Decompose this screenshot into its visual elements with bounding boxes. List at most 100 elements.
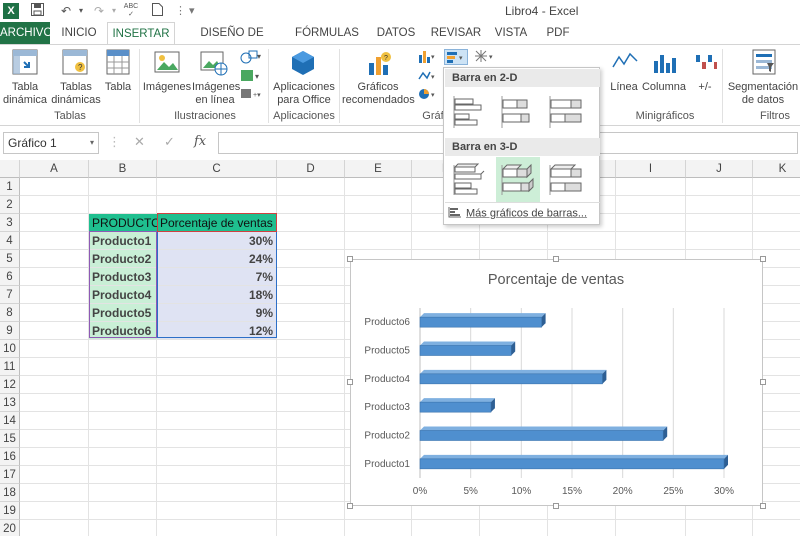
tab-datos[interactable]: DATOS	[376, 27, 416, 39]
percentage-cell[interactable]: 24%	[157, 250, 276, 268]
product-name-cell[interactable]: Producto2	[89, 250, 157, 268]
row-header-4[interactable]: 4	[0, 232, 20, 250]
tab-vista[interactable]: VISTA	[494, 27, 528, 39]
row-header-18[interactable]: 18	[0, 484, 20, 502]
row-header-6[interactable]: 6	[0, 268, 20, 286]
column-header-i[interactable]: I	[616, 160, 686, 178]
row-header-16[interactable]: 16	[0, 448, 20, 466]
table-icon[interactable]	[106, 49, 130, 80]
resize-handle[interactable]	[760, 503, 766, 509]
online-images-icon[interactable]	[200, 49, 228, 80]
pivot-table-button[interactable]: Tabla dinámica	[2, 81, 48, 106]
slicer-icon[interactable]	[752, 49, 778, 80]
row-header-3[interactable]: 3	[0, 214, 20, 232]
product-name-cell[interactable]: Producto3	[89, 268, 157, 286]
resize-handle[interactable]	[347, 379, 353, 385]
percentage-cell[interactable]: 18%	[157, 286, 276, 304]
column-header-b[interactable]: B	[89, 160, 157, 178]
resize-handle[interactable]	[553, 503, 559, 509]
sparkline-line-icon[interactable]	[612, 49, 638, 78]
spellcheck-icon[interactable]: ABC ✓	[123, 3, 139, 18]
screenshot-icon[interactable]: +▾	[240, 87, 262, 104]
column-header-k[interactable]: K	[753, 160, 800, 178]
column-header-j[interactable]: J	[686, 160, 753, 178]
name-box[interactable]: Gráfico 1 ▾	[3, 132, 99, 154]
row-header-11[interactable]: 11	[0, 358, 20, 376]
stacked-bar-3d-option[interactable]	[496, 157, 540, 203]
column-chart-icon[interactable]: ▾	[418, 49, 438, 66]
new-file-icon[interactable]	[148, 3, 166, 19]
clustered-bar-3d-option[interactable]	[448, 157, 492, 203]
tab-archivo[interactable]: ARCHIVO	[0, 22, 52, 44]
percentage-cell[interactable]: 12%	[157, 322, 276, 340]
sparkline-winloss-button[interactable]: +/-	[698, 81, 712, 93]
row-header-20[interactable]: 20	[0, 520, 20, 536]
resize-handle[interactable]	[347, 256, 353, 262]
redo-dropdown-icon[interactable]: ▾	[111, 6, 116, 15]
clustered-bar-2d-option[interactable]	[448, 90, 492, 136]
row-header-10[interactable]: 10	[0, 340, 20, 358]
column-header-d[interactable]: D	[277, 160, 345, 178]
slicer-button[interactable]: Segmentación de datos	[727, 81, 799, 106]
tab-diseno-pagina[interactable]: DISEÑO DE PÁGINA	[200, 27, 264, 61]
chart-bar[interactable]	[419, 398, 495, 413]
pie-chart-icon[interactable]: ▾	[418, 87, 438, 104]
chart-bar[interactable]	[419, 426, 668, 441]
resize-handle[interactable]	[553, 256, 559, 262]
sparkline-column-button[interactable]: Columna	[641, 81, 687, 93]
sparkline-winloss-icon[interactable]	[694, 49, 718, 78]
product-name-cell[interactable]: Producto1	[89, 232, 157, 250]
row-header-15[interactable]: 15	[0, 430, 20, 448]
office-apps-button[interactable]: Aplicaciones para Office	[273, 81, 335, 106]
row-header-19[interactable]: 19	[0, 502, 20, 520]
row-header-17[interactable]: 17	[0, 466, 20, 484]
stacked-100-bar-2d-option[interactable]	[544, 90, 588, 136]
cancel-icon[interactable]: ✕	[134, 134, 145, 149]
percentage-cell[interactable]: 7%	[157, 268, 276, 286]
product-name-cell[interactable]: Producto4	[89, 286, 157, 304]
row-header-12[interactable]: 12	[0, 376, 20, 394]
row-header-1[interactable]: 1	[0, 178, 20, 196]
product-name-cell[interactable]: Producto5	[89, 304, 157, 322]
office-apps-icon[interactable]	[290, 49, 316, 80]
column-header-c[interactable]: C	[157, 160, 277, 178]
row-header-14[interactable]: 14	[0, 412, 20, 430]
bar-chart[interactable]: Porcentaje de ventas Producto1 Producto2 P…	[350, 259, 763, 506]
column-header-a[interactable]: A	[20, 160, 89, 178]
row-header-8[interactable]: 8	[0, 304, 20, 322]
chart-bar[interactable]	[419, 454, 728, 470]
more-bar-charts-link[interactable]: Más gráficos de barras...	[448, 206, 587, 221]
insert-function-icon[interactable]: fx	[194, 134, 207, 149]
save-icon[interactable]	[28, 3, 46, 19]
line-chart-icon[interactable]: ▾	[418, 69, 438, 86]
sparkline-column-icon[interactable]	[652, 49, 678, 78]
undo-dropdown-icon[interactable]: ▾	[78, 6, 83, 15]
online-images-button[interactable]: Imágenes en línea	[192, 81, 241, 106]
tab-formulas[interactable]: FÓRMULAS	[295, 27, 359, 39]
header-cell-product[interactable]: PRODUCTO	[89, 214, 157, 232]
stacked-100-bar-3d-option[interactable]	[544, 157, 588, 203]
stacked-bar-2d-option[interactable]	[496, 90, 540, 136]
column-header-e[interactable]: E	[345, 160, 412, 178]
product-name-cell[interactable]: Producto6	[89, 322, 157, 340]
row-header-5[interactable]: 5	[0, 250, 20, 268]
redo-icon[interactable]: ↷	[93, 4, 105, 18]
resize-handle[interactable]	[760, 256, 766, 262]
customize-icon[interactable]: ⋮ ▾	[175, 5, 195, 17]
smartart-icon[interactable]: ▾	[240, 69, 262, 86]
radar-chart-icon[interactable]: ▾	[474, 49, 496, 66]
percentage-cell[interactable]: 9%	[157, 304, 276, 322]
chart-bar[interactable]	[419, 313, 546, 328]
header-cell-percentage[interactable]: Porcentaje de ventas	[157, 214, 276, 232]
images-button[interactable]: Imágenes	[142, 81, 192, 93]
pivot-table-icon[interactable]	[12, 49, 38, 80]
recommended-charts-button[interactable]: Gráficos recomendados	[342, 81, 415, 106]
recommended-charts-icon[interactable]: ?	[366, 49, 394, 80]
percentage-cell[interactable]: 30%	[157, 232, 276, 250]
chart-bar[interactable]	[419, 341, 516, 356]
tab-revisar[interactable]: REVISAR	[430, 27, 482, 39]
shapes-icon[interactable]: ▾	[240, 49, 262, 68]
bar-chart-icon[interactable]: ▾	[444, 49, 468, 65]
table-button[interactable]: Tabla	[104, 81, 132, 93]
resize-handle[interactable]	[347, 503, 353, 509]
